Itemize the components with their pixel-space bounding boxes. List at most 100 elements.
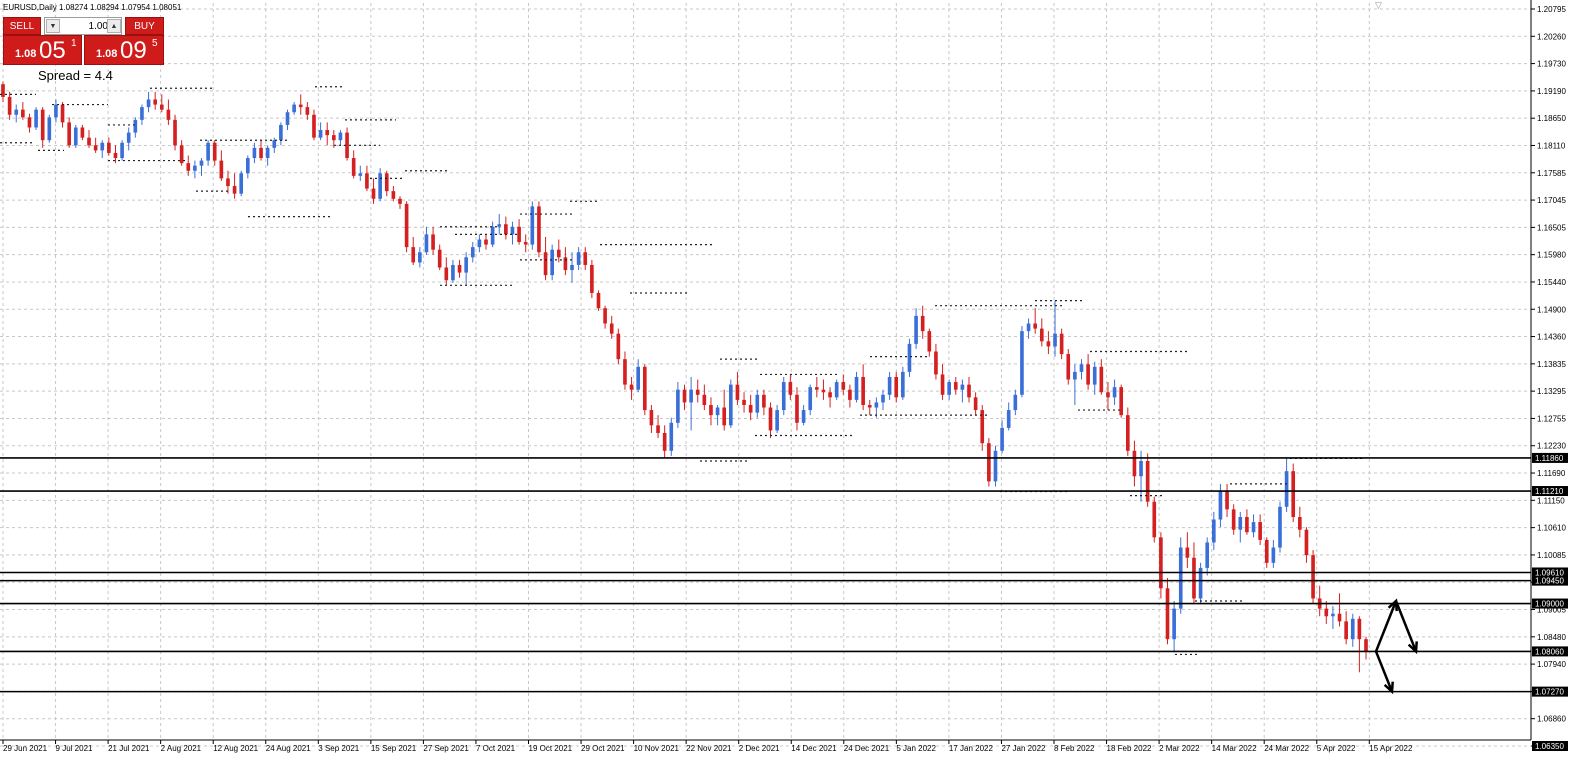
candle-body[interactable] (457, 264, 462, 273)
candle-body[interactable] (338, 132, 343, 141)
candle-body[interactable] (1238, 516, 1243, 530)
candle-body[interactable] (1145, 460, 1150, 502)
candle-body[interactable] (1086, 364, 1090, 385)
candle-body[interactable] (67, 122, 71, 146)
candle-body[interactable] (292, 104, 296, 113)
candle-body[interactable] (206, 142, 210, 161)
candle-body[interactable] (497, 224, 502, 227)
candle-body[interactable] (140, 107, 144, 120)
projection-arrow-down[interactable] (1394, 600, 1418, 652)
candle-body[interactable] (332, 135, 336, 141)
candle-body[interactable] (1132, 450, 1137, 477)
candle-body[interactable] (186, 163, 191, 171)
candle-body[interactable] (1125, 415, 1130, 451)
candle-body[interactable] (649, 410, 654, 426)
candle-body[interactable] (166, 109, 171, 120)
candle-body[interactable] (590, 264, 594, 293)
candle-body[interactable] (424, 234, 429, 253)
candle-body[interactable] (384, 173, 389, 192)
candle-body[interactable] (1066, 354, 1071, 380)
candle-body[interactable] (1039, 328, 1044, 342)
candle-body[interactable] (305, 107, 310, 115)
candle-body[interactable] (1059, 333, 1064, 355)
candle-body[interactable] (219, 160, 224, 179)
candle-body[interactable] (279, 124, 283, 141)
candle-body[interactable] (1212, 519, 1216, 543)
candle-body[interactable] (603, 308, 607, 324)
candle-body[interactable] (411, 247, 416, 263)
candle-body[interactable] (477, 239, 482, 248)
candle-body[interactable] (775, 410, 779, 431)
candle-body[interactable] (7, 96, 12, 115)
candle-body[interactable] (351, 158, 356, 176)
candle-body[interactable] (854, 376, 859, 400)
candle-body[interactable] (1073, 371, 1077, 380)
candle-body[interactable] (636, 366, 641, 390)
candle-body[interactable] (543, 252, 548, 276)
candle-body[interactable] (153, 99, 157, 105)
candle-body[interactable] (21, 109, 25, 118)
candle-body[interactable] (881, 394, 885, 403)
sell-button[interactable]: SELL (3, 17, 41, 35)
candle-body[interactable] (212, 142, 217, 161)
candle-body[interactable] (596, 292, 601, 309)
candle-body[interactable] (980, 410, 985, 444)
candle-body[interactable] (252, 147, 257, 159)
candle-body[interactable] (490, 226, 495, 245)
candle-body[interactable] (953, 382, 958, 390)
candle-body[interactable] (14, 109, 19, 115)
candle-body[interactable] (1026, 323, 1031, 332)
candle-body[interactable] (1165, 588, 1170, 640)
candle-body[interactable] (821, 389, 826, 393)
candle-body[interactable] (1225, 491, 1229, 510)
candle-body[interactable] (1079, 364, 1084, 372)
candle-body[interactable] (1172, 608, 1176, 640)
candle-body[interactable] (1198, 567, 1203, 599)
candle-body[interactable] (689, 389, 693, 403)
candle-body[interactable] (120, 142, 124, 159)
candle-body[interactable] (93, 145, 98, 151)
buy-button[interactable]: BUY (125, 17, 164, 35)
candle-body[interactable] (755, 394, 760, 413)
candle-body[interactable] (728, 384, 733, 426)
candle-body[interactable] (418, 252, 422, 263)
candle-body[interactable] (887, 376, 892, 395)
candle-body[interactable] (226, 178, 230, 187)
lot-increase-button[interactable]: ▲ (107, 19, 121, 33)
candle-body[interactable] (768, 407, 773, 431)
candle-body[interactable] (1152, 501, 1157, 538)
candle-body[interactable] (73, 127, 78, 146)
candle-body[interactable] (914, 315, 918, 344)
projection-arrow-drop[interactable] (1374, 650, 1394, 693)
candle-body[interactable] (920, 315, 925, 332)
candle-body[interactable] (34, 109, 38, 128)
candle-body[interactable] (146, 99, 151, 108)
candle-body[interactable] (1264, 539, 1269, 563)
candle-body[interactable] (173, 119, 177, 146)
candle-body[interactable] (113, 152, 118, 159)
chart-shift-marker-icon[interactable]: ▽ (1375, 0, 1382, 10)
candle-body[interactable] (312, 114, 316, 138)
candle-body[interactable] (133, 119, 138, 133)
candle-body[interactable] (179, 145, 184, 164)
candle-body[interactable] (616, 333, 621, 360)
candle-body[interactable] (934, 351, 938, 375)
candle-body[interactable] (1364, 639, 1368, 652)
candle-body[interactable] (676, 389, 680, 423)
candle-body[interactable] (709, 404, 713, 416)
candle-body[interactable] (1357, 618, 1362, 640)
sell-price-button[interactable]: 1.08 05 1 (3, 35, 82, 65)
candle-body[interactable] (484, 239, 488, 245)
candle-body[interactable] (1251, 522, 1256, 533)
candle-body[interactable] (510, 226, 515, 235)
candle-body[interactable] (391, 191, 396, 199)
candle-body[interactable] (1337, 613, 1342, 622)
candle-body[interactable] (1013, 394, 1018, 411)
candle-body[interactable] (1139, 460, 1143, 477)
candle-body[interactable] (901, 371, 905, 398)
buy-price-button[interactable]: 1.08 09 5 (84, 35, 164, 65)
candle-body[interactable] (550, 249, 554, 276)
candle-body[interactable] (742, 399, 746, 405)
candle-body[interactable] (272, 140, 277, 148)
